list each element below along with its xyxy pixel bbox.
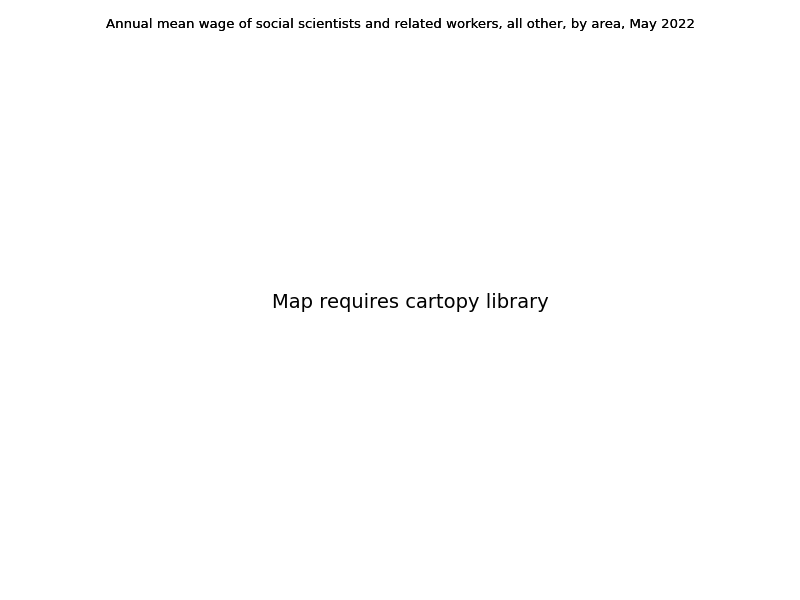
Text: Annual mean wage of social scientists and related workers, all other, by area, M: Annual mean wage of social scientists an… — [106, 18, 694, 31]
Text: Map requires cartopy library: Map requires cartopy library — [272, 293, 548, 313]
Text: Annual mean wage of social scientists and related workers, all other, by area, M: Annual mean wage of social scientists an… — [106, 18, 694, 31]
